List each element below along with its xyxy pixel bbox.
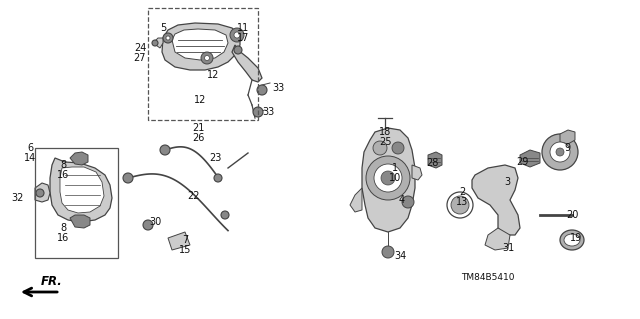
- Text: 10: 10: [389, 173, 401, 183]
- Text: 27: 27: [134, 53, 147, 63]
- Circle shape: [402, 196, 414, 208]
- Polygon shape: [172, 29, 228, 60]
- Text: 13: 13: [456, 197, 468, 207]
- Circle shape: [160, 145, 170, 155]
- Text: 29: 29: [516, 157, 528, 167]
- Text: 32: 32: [12, 193, 24, 203]
- Ellipse shape: [560, 230, 584, 250]
- Text: 7: 7: [182, 235, 188, 245]
- Circle shape: [214, 174, 222, 182]
- Circle shape: [381, 171, 395, 185]
- Text: 31: 31: [502, 243, 514, 253]
- Text: 4: 4: [399, 195, 405, 205]
- Polygon shape: [350, 188, 362, 212]
- Ellipse shape: [451, 196, 469, 214]
- Circle shape: [366, 156, 410, 200]
- Circle shape: [542, 134, 578, 170]
- Text: 8: 8: [60, 223, 66, 233]
- Text: 3: 3: [504, 177, 510, 187]
- Polygon shape: [50, 158, 112, 222]
- Bar: [148, 8, 258, 120]
- Circle shape: [221, 211, 229, 219]
- Text: 34: 34: [394, 251, 406, 261]
- Polygon shape: [162, 23, 240, 70]
- Text: FR.: FR.: [41, 275, 63, 288]
- Text: 21: 21: [192, 123, 204, 133]
- Polygon shape: [362, 128, 415, 232]
- Polygon shape: [168, 232, 190, 250]
- Text: 2: 2: [459, 187, 465, 197]
- Text: 11: 11: [237, 23, 249, 33]
- Circle shape: [257, 85, 267, 95]
- Polygon shape: [153, 38, 163, 48]
- Circle shape: [392, 142, 404, 154]
- Ellipse shape: [564, 234, 580, 246]
- Text: 19: 19: [570, 233, 582, 243]
- Text: 6: 6: [27, 143, 33, 153]
- Circle shape: [205, 56, 209, 61]
- Text: 16: 16: [57, 170, 69, 180]
- Text: TM84B5410: TM84B5410: [461, 273, 515, 283]
- Text: 14: 14: [24, 153, 36, 163]
- Circle shape: [374, 164, 402, 192]
- Circle shape: [373, 141, 387, 155]
- Text: 9: 9: [564, 143, 570, 153]
- Text: 24: 24: [134, 43, 146, 53]
- Circle shape: [234, 32, 240, 38]
- Circle shape: [166, 36, 170, 40]
- Text: 5: 5: [160, 23, 166, 33]
- Circle shape: [556, 148, 564, 156]
- Text: 33: 33: [272, 83, 284, 93]
- Ellipse shape: [447, 192, 473, 218]
- Text: 17: 17: [237, 33, 249, 43]
- Polygon shape: [232, 45, 262, 82]
- Text: 23: 23: [209, 153, 221, 163]
- Text: 22: 22: [187, 191, 199, 201]
- Circle shape: [234, 46, 242, 54]
- Circle shape: [550, 142, 570, 162]
- Bar: [35, 148, 118, 258]
- Polygon shape: [70, 215, 90, 228]
- Circle shape: [382, 246, 394, 258]
- Circle shape: [253, 107, 263, 117]
- Text: 20: 20: [566, 210, 578, 220]
- Text: 12: 12: [194, 95, 206, 105]
- Circle shape: [36, 189, 44, 197]
- Circle shape: [143, 220, 153, 230]
- Text: 25: 25: [379, 137, 391, 147]
- Polygon shape: [428, 152, 442, 168]
- Circle shape: [230, 28, 244, 42]
- Polygon shape: [70, 152, 88, 165]
- Text: 33: 33: [262, 107, 274, 117]
- Polygon shape: [520, 150, 540, 167]
- Text: 30: 30: [149, 217, 161, 227]
- Text: 8: 8: [60, 160, 66, 170]
- Circle shape: [201, 52, 213, 64]
- Text: 12: 12: [207, 70, 219, 80]
- Circle shape: [123, 173, 133, 183]
- Circle shape: [152, 40, 158, 46]
- Text: 15: 15: [179, 245, 191, 255]
- Polygon shape: [60, 167, 104, 213]
- Text: 26: 26: [192, 133, 204, 143]
- Text: 16: 16: [57, 233, 69, 243]
- Polygon shape: [35, 183, 50, 202]
- Polygon shape: [485, 228, 510, 250]
- Polygon shape: [560, 130, 575, 144]
- Text: 18: 18: [379, 127, 391, 137]
- Circle shape: [163, 33, 173, 43]
- Text: 28: 28: [426, 158, 438, 168]
- Polygon shape: [472, 165, 520, 235]
- Polygon shape: [412, 165, 422, 180]
- Text: 1: 1: [392, 163, 398, 173]
